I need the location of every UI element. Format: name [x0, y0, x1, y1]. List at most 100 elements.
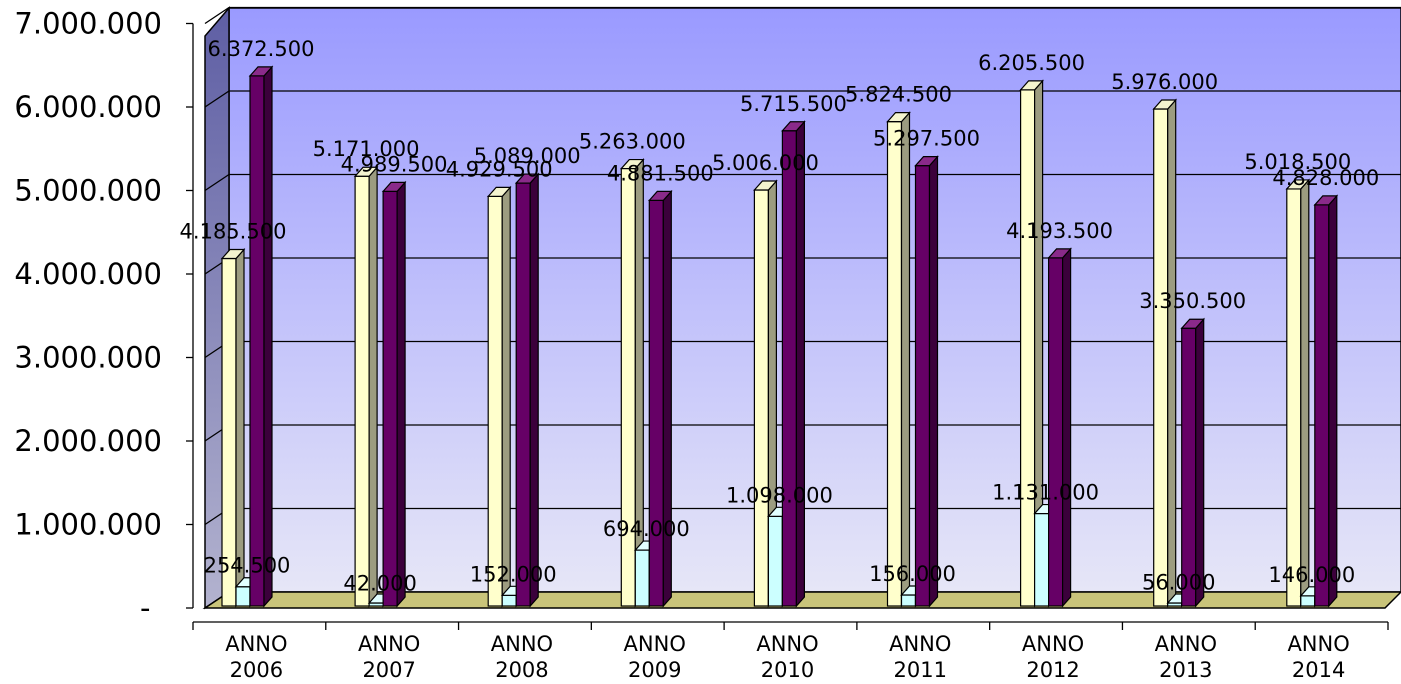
bar-top [619, 158, 645, 170]
bar-top [514, 173, 540, 184]
data-label: 4.828.000 [1272, 166, 1379, 190]
bar [1153, 108, 1169, 607]
x-tick-label: ANNO 2010 [756, 632, 818, 682]
data-label: 4.929.500 [446, 157, 553, 181]
bar-side [235, 247, 245, 608]
bar [634, 549, 650, 607]
bar [487, 195, 503, 607]
data-label: 5.018.500 [1244, 150, 1351, 174]
bar-top [1019, 80, 1044, 91]
bar-side [928, 155, 939, 608]
bar-side [396, 180, 406, 608]
data-label: 5.824.500 [845, 83, 952, 107]
y-tick-label: 1.000.000 [14, 508, 162, 542]
data-label: 56.000 [1142, 570, 1215, 594]
bar-top [1152, 99, 1178, 110]
bar-top [1313, 195, 1339, 206]
bar [914, 165, 931, 607]
bar [781, 130, 798, 607]
bar [382, 190, 398, 607]
bar [501, 594, 517, 607]
bar [1286, 188, 1302, 607]
data-label: 42.000 [343, 571, 416, 595]
x-axis: ANNO 2006 ANNO 2007 ANNO 2008 ANNO 2009 ANNO 2010… [192, 621, 1389, 682]
bar [515, 182, 531, 607]
bar-top [647, 190, 673, 201]
bar-top [248, 66, 274, 77]
data-label: 4.185.500 [180, 220, 287, 244]
bar-top [886, 112, 911, 123]
bar-top [353, 166, 379, 177]
data-label: 5.297.500 [873, 127, 980, 151]
data-label: 152.000 [470, 562, 557, 586]
bar-side [900, 111, 911, 608]
bar-top [1180, 318, 1206, 329]
data-label: 4.881.500 [607, 161, 714, 185]
data-label: 254.500 [204, 554, 291, 578]
data-labels: 4.185.500 254.500 6.372.500 5.171.000 42.000… [180, 37, 1380, 596]
data-label: 4.193.500 [1006, 219, 1113, 243]
x-tick-label: ANNO 2011 [889, 632, 951, 682]
data-label: 3.350.500 [1139, 289, 1246, 313]
y-tick-label: 3.000.000 [14, 341, 162, 375]
bar-side [795, 120, 806, 608]
data-label: 146.000 [1268, 563, 1355, 587]
bar-side [1167, 98, 1177, 608]
bar [354, 175, 370, 607]
bar-side [1300, 178, 1310, 608]
bar [648, 199, 664, 607]
data-label: 6.372.500 [208, 37, 315, 61]
bar-side [1061, 247, 1072, 608]
x-tick-label: ANNO 2009 [624, 632, 686, 682]
bar [767, 515, 784, 607]
bar-top [381, 181, 407, 192]
chart-walls [204, 5, 1401, 610]
x-tick-label: ANNO 2013 [1155, 632, 1217, 682]
data-label: 5.006.000 [712, 151, 819, 175]
bar [1314, 204, 1330, 607]
x-tick-label: ANNO 2014 [1287, 632, 1349, 682]
data-label: 156.000 [869, 562, 956, 586]
data-label: 694.000 [603, 517, 690, 541]
data-label: 6.205.500 [978, 51, 1085, 75]
bar [900, 594, 917, 607]
data-label: 1.098.000 [726, 483, 833, 507]
gridline-side [204, 6, 230, 25]
bar-top [753, 180, 778, 191]
y-axis: - 1.000.000 2.000.000 3.000.000 4.000.000 5.0… [14, 7, 194, 625]
bar [1181, 327, 1197, 607]
bar-side [529, 172, 539, 608]
bar-side [1328, 194, 1338, 608]
x-tick-label: ANNO 2012 [1022, 632, 1084, 682]
data-label: 4.989.500 [341, 152, 448, 176]
bar-side [501, 185, 511, 608]
y-tick-label: 2.000.000 [14, 424, 162, 458]
y-tick-label: 5.000.000 [14, 174, 162, 208]
y-tick-label: - [140, 591, 150, 625]
data-label: 5.976.000 [1111, 70, 1218, 94]
bar [1019, 89, 1036, 607]
bars [220, 65, 1339, 608]
data-label: 5.715.500 [740, 92, 847, 116]
bar-top [1047, 248, 1072, 259]
back-wall [228, 7, 1401, 593]
y-tick-label: 4.000.000 [14, 257, 162, 291]
bar [1300, 595, 1316, 607]
bar-top [781, 121, 806, 132]
bar [1033, 512, 1050, 607]
y-tick-label: 7.000.000 [14, 7, 162, 41]
x-tick-label: ANNO 2007 [358, 632, 420, 682]
bar [753, 189, 770, 607]
bar [249, 75, 265, 607]
x-tick-label: ANNO 2008 [491, 632, 553, 682]
gridline-side [204, 90, 230, 108]
bar-side [662, 189, 672, 608]
data-label: 5.089.000 [474, 144, 581, 168]
bar-top [220, 248, 246, 260]
bar [235, 586, 251, 607]
bar [886, 121, 903, 607]
bar-top [914, 156, 939, 167]
bar-side [368, 165, 378, 608]
bar-side [263, 65, 273, 608]
bar [1047, 257, 1064, 607]
